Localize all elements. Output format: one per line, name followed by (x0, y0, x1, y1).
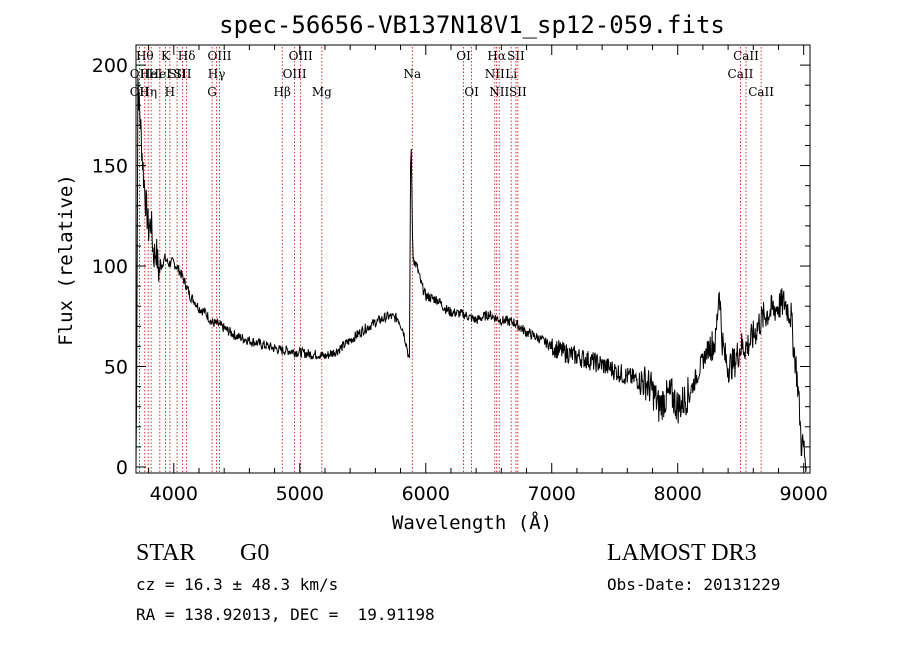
y-axis-label: Flux (relative) (55, 174, 77, 346)
x-tick-label: 4000 (150, 483, 198, 505)
line-marker-label: G (207, 85, 217, 99)
line-marker-label: Hβ (274, 85, 291, 99)
observation-date: Obs-Date: 20131229 (607, 575, 781, 594)
line-marker-label: CaII (733, 49, 759, 63)
spectrum-line (135, 77, 807, 473)
line-marker-label: CaII (748, 85, 774, 99)
y-tick-label: 100 (92, 256, 128, 278)
y-tick-label: 200 (92, 55, 128, 77)
line-marker-label: HeI (140, 67, 163, 81)
line-marker-label: OIII (289, 49, 313, 63)
line-marker-label: SII (507, 49, 525, 63)
line-markers: OIIOIIHθHηHeIHeIKHSIIHδSIIGHγOIIIHβOIIIO… (130, 47, 774, 473)
redshift-cz: cz = 16.3 ± 48.3 km/s (136, 575, 339, 594)
line-marker-label: Hγ (208, 67, 226, 81)
line-marker-label: SII (509, 85, 527, 99)
line-marker-label: OI (464, 85, 479, 99)
line-marker-label: Mg (312, 85, 332, 99)
chart-title: spec-56656-VB137N18V1_sp12-059.fits (219, 11, 725, 39)
x-tick-label: 9000 (780, 483, 828, 505)
x-axis: 4000 5000 6000 7000 8000 9000 (148, 45, 828, 505)
ra-dec: RA = 138.92013, DEC = 19.91198 (136, 605, 435, 624)
line-marker-label: Na (403, 67, 421, 81)
spectrum-series (135, 77, 807, 473)
y-axis: 0 50 100 150 200 (92, 55, 810, 479)
line-marker-label: H (165, 85, 175, 99)
object-type: STAR (136, 540, 196, 566)
x-tick-label: 7000 (528, 483, 576, 505)
plot-frame (135, 44, 811, 474)
line-marker-label: OI (456, 49, 471, 63)
line-marker-label: NII (485, 67, 505, 81)
line-marker-label: OII (130, 67, 150, 81)
y-tick-label: 150 (92, 156, 128, 178)
line-marker-label: Hη (139, 85, 157, 99)
line-marker-label: Hα (487, 49, 506, 63)
line-marker-label: SII (174, 67, 192, 81)
line-marker-label: K (161, 49, 171, 63)
x-tick-label: 6000 (402, 483, 450, 505)
line-marker-label: CaII (728, 67, 754, 81)
y-tick-label: 50 (104, 357, 128, 379)
x-tick-label: 8000 (654, 483, 702, 505)
line-marker-label: Hθ (136, 49, 154, 63)
x-axis-label: Wavelength (Å) (392, 511, 552, 534)
line-marker-label: OIII (207, 49, 231, 63)
line-marker-label: OIII (283, 67, 307, 81)
line-marker-label: SII (168, 67, 186, 81)
y-tick-label: 0 (116, 457, 128, 479)
line-marker-label: Li (505, 67, 517, 81)
line-marker-label: HeI (149, 67, 172, 81)
x-tick-label: 5000 (276, 483, 324, 505)
line-marker-label: Hδ (178, 49, 196, 63)
survey-name: LAMOST DR3 (607, 540, 757, 566)
line-marker-label: NII (489, 85, 509, 99)
object-subclass: G0 (240, 540, 270, 566)
